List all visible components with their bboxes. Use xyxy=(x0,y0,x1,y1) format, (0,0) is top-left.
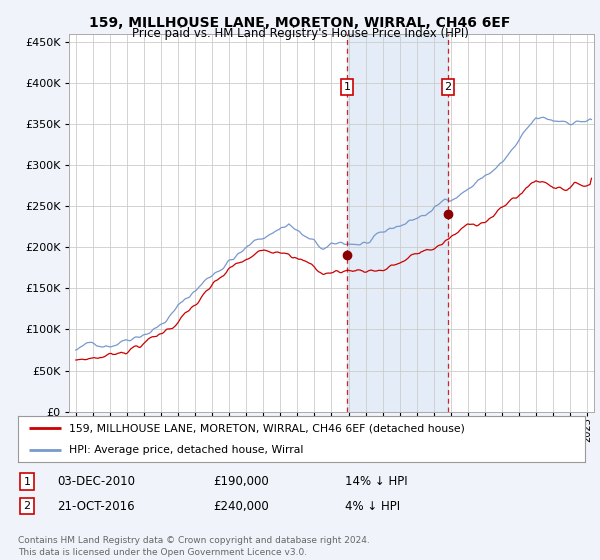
Text: 14% ↓ HPI: 14% ↓ HPI xyxy=(345,475,407,488)
Text: 03-DEC-2010: 03-DEC-2010 xyxy=(57,475,135,488)
Text: 1: 1 xyxy=(23,477,31,487)
Text: 159, MILLHOUSE LANE, MORETON, WIRRAL, CH46 6EF: 159, MILLHOUSE LANE, MORETON, WIRRAL, CH… xyxy=(89,16,511,30)
Text: 2: 2 xyxy=(23,501,31,511)
Text: £190,000: £190,000 xyxy=(213,475,269,488)
Text: HPI: Average price, detached house, Wirral: HPI: Average price, detached house, Wirr… xyxy=(69,445,304,455)
Text: £240,000: £240,000 xyxy=(213,500,269,513)
Text: Contains HM Land Registry data © Crown copyright and database right 2024.
This d: Contains HM Land Registry data © Crown c… xyxy=(18,536,370,557)
Text: 159, MILLHOUSE LANE, MORETON, WIRRAL, CH46 6EF (detached house): 159, MILLHOUSE LANE, MORETON, WIRRAL, CH… xyxy=(69,423,465,433)
Bar xyxy=(347,34,448,412)
Text: 21-OCT-2016: 21-OCT-2016 xyxy=(57,500,134,513)
Text: 4% ↓ HPI: 4% ↓ HPI xyxy=(345,500,400,513)
Text: Price paid vs. HM Land Registry's House Price Index (HPI): Price paid vs. HM Land Registry's House … xyxy=(131,27,469,40)
Text: 1: 1 xyxy=(344,82,350,92)
Text: 2: 2 xyxy=(445,82,451,92)
